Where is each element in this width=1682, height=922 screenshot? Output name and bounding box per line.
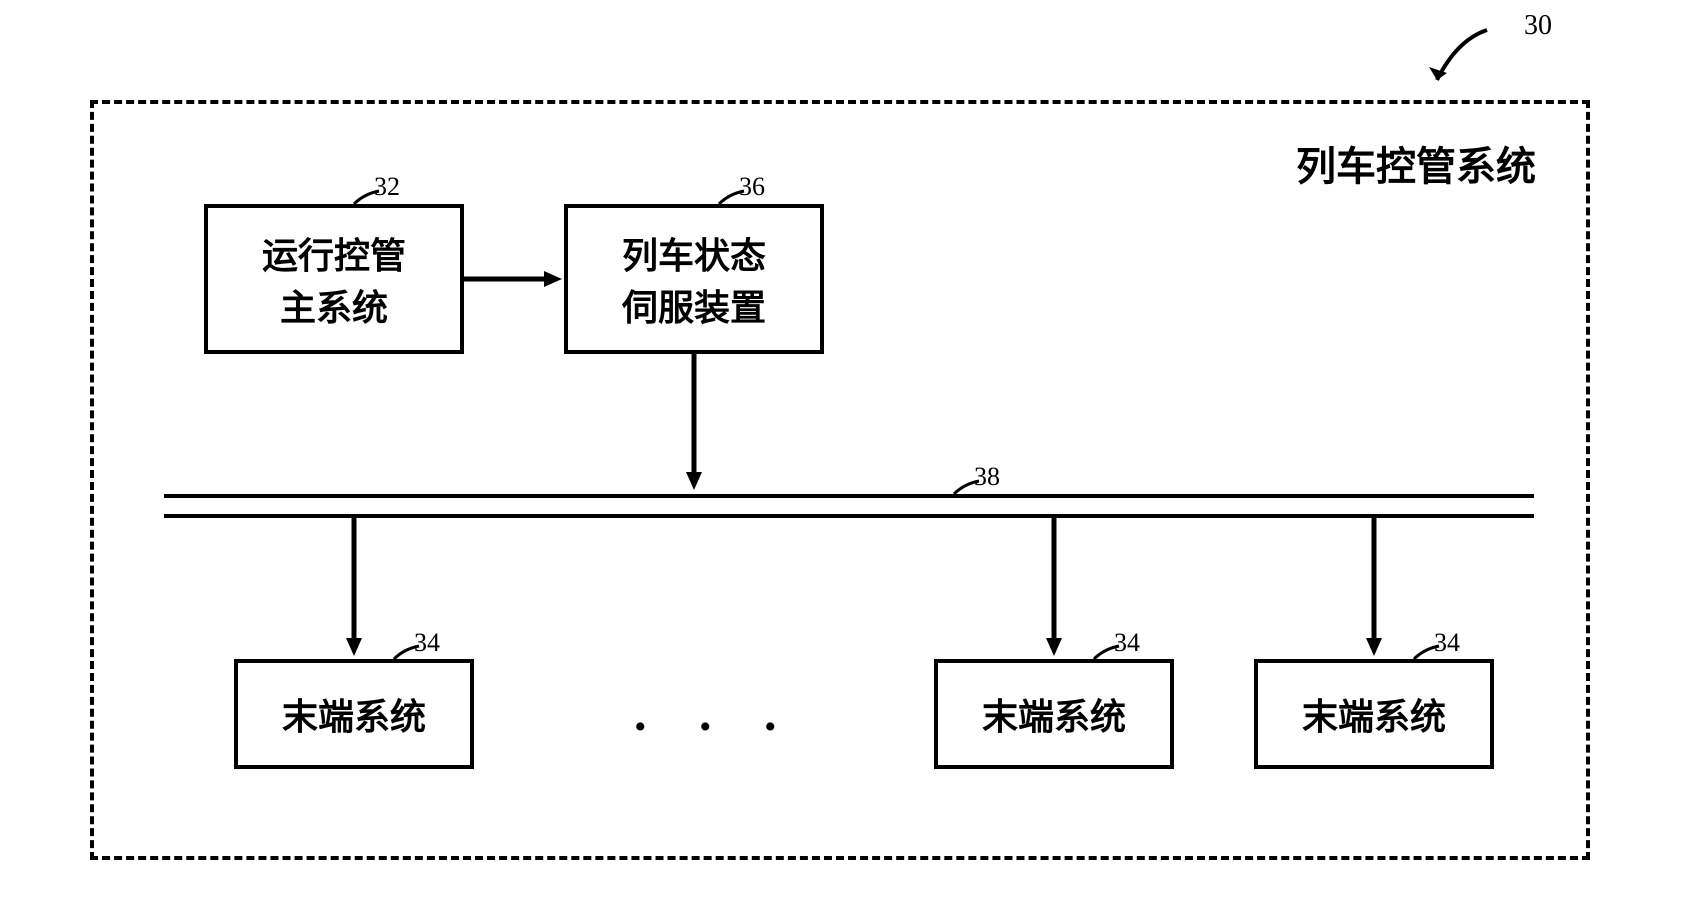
terminal2-label: 末端系统 bbox=[982, 688, 1126, 740]
arrow-32-to-36 bbox=[464, 269, 564, 289]
ref34-3-leader-icon bbox=[1414, 644, 1444, 664]
arrow-36-to-bus bbox=[684, 354, 704, 492]
terminal-box-3: 末端系统 bbox=[1254, 659, 1494, 769]
system-container: 列车控管系统 运行控管 主系统 32 列车状态 伺服装置 36 38 bbox=[90, 100, 1590, 860]
arrow-bus-to-t2 bbox=[1044, 518, 1064, 658]
ref36-leader-icon bbox=[719, 189, 749, 209]
arrow-bus-to-t3 bbox=[1364, 518, 1384, 658]
bus-line-top bbox=[164, 494, 1534, 498]
terminal1-label: 末端系统 bbox=[282, 688, 426, 740]
bus-line-bottom bbox=[164, 514, 1534, 518]
main-control-line2: 主系统 bbox=[280, 279, 388, 331]
main-control-box: 运行控管 主系统 bbox=[204, 204, 464, 354]
ref38-leader-icon bbox=[954, 479, 984, 499]
system-title: 列车控管系统 bbox=[1296, 134, 1536, 192]
servo-line2: 伺服装置 bbox=[622, 279, 766, 331]
arrow-bus-to-t1 bbox=[344, 518, 364, 658]
outer-ref-label: 30 bbox=[1524, 10, 1552, 42]
servo-box: 列车状态 伺服装置 bbox=[564, 204, 824, 354]
servo-line1: 列车状态 bbox=[622, 227, 766, 279]
terminal-box-2: 末端系统 bbox=[934, 659, 1174, 769]
terminal-box-1: 末端系统 bbox=[234, 659, 474, 769]
ref34-1-leader-icon bbox=[394, 644, 424, 664]
terminal3-label: 末端系统 bbox=[1302, 688, 1446, 740]
ref34-2-leader-icon bbox=[1094, 644, 1124, 664]
ref32-leader-icon bbox=[354, 189, 384, 209]
outer-arrow-icon bbox=[1427, 25, 1507, 105]
main-control-line1: 运行控管 bbox=[262, 227, 406, 279]
ellipsis: . . . bbox=[634, 684, 797, 742]
